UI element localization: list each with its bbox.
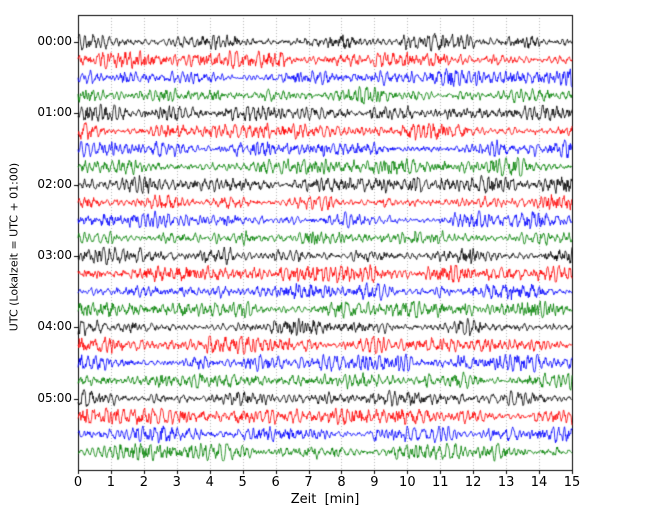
y-tick-label: 01:00 [37, 105, 72, 120]
y-tick-label: 03:00 [37, 247, 72, 262]
x-tick-label: 0 [73, 475, 83, 490]
x-tick-label: 12 [464, 475, 482, 490]
x-tick-label: 2 [139, 475, 148, 490]
x-tick-label: 13 [497, 475, 515, 490]
x-tick-label: 9 [370, 475, 379, 490]
x-tick-label: 3 [172, 475, 181, 490]
y-tick-label: 00:00 [37, 34, 72, 48]
x-tick-label: 14 [530, 475, 548, 490]
x-tick-label: 5 [238, 475, 247, 490]
x-tick-label: 8 [337, 475, 346, 490]
x-tick-label: 4 [205, 475, 214, 490]
x-tick-label: 7 [304, 475, 313, 490]
x-tick-label: 10 [399, 475, 416, 490]
x-tick-label: 11 [431, 475, 449, 490]
y-tick-label: 02:00 [37, 176, 72, 191]
y-tick-label: 04:00 [37, 319, 72, 334]
x-tick-label: 1 [106, 475, 116, 490]
x-tick-label: 15 [563, 475, 581, 490]
x-tick-label: 6 [271, 475, 280, 490]
x-axis-title: Zeit [min] [290, 492, 360, 507]
y-tick-label: 05:00 [37, 390, 72, 405]
